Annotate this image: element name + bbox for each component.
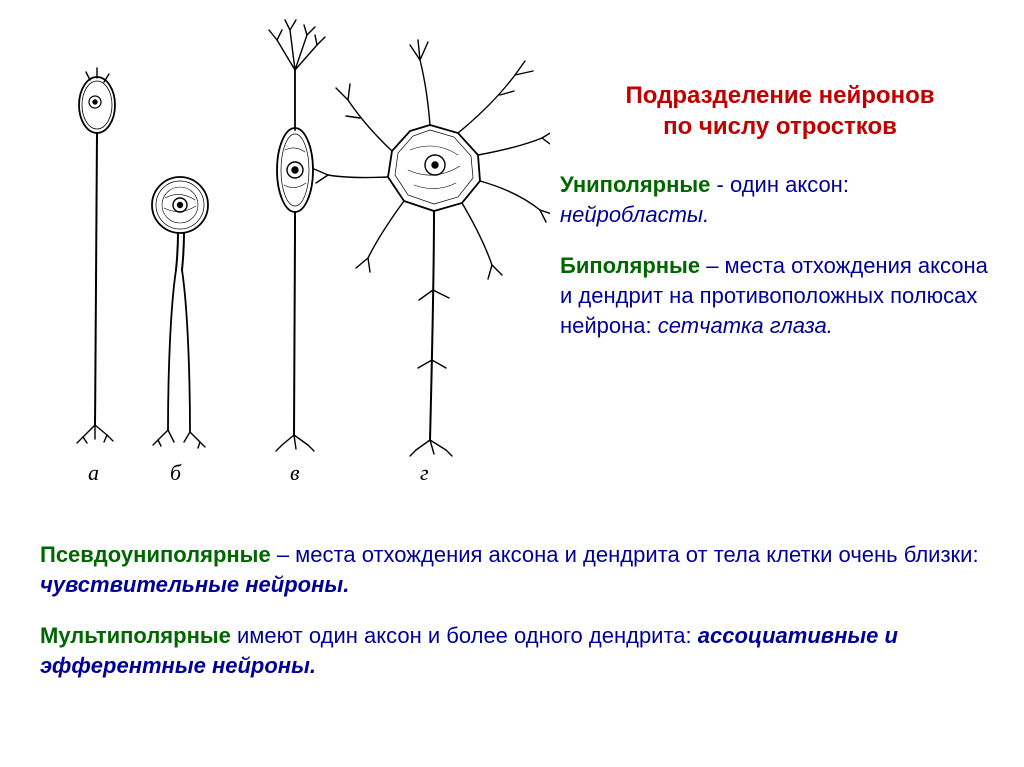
para-pseudounipolar: Псевдоуниполярные – места отхождения акс…	[40, 540, 980, 599]
label-v: в	[290, 460, 300, 486]
neuron-bipolar	[269, 20, 325, 451]
neuron-multipolar	[314, 40, 550, 456]
label-g: г	[420, 460, 429, 486]
label-b: б	[170, 460, 181, 486]
term-unipolar: Униполярные	[560, 172, 710, 197]
italic-unipolar: нейробласты.	[560, 202, 709, 227]
para-multipolar: Мультиполярные имеют один аксон и более …	[40, 621, 980, 680]
para-bipolar: Биполярные – места отхождения аксона и д…	[560, 251, 1000, 340]
neuron-pseudounipolar	[152, 177, 208, 448]
neuron-diagram	[30, 10, 550, 490]
neuron-unipolar	[77, 68, 115, 443]
bottom-text: Псевдоуниполярные – места отхождения акс…	[40, 540, 980, 703]
para-unipolar: Униполярные - один аксон: нейробласты.	[560, 170, 1000, 229]
body-multipolar: имеют один аксон и более одного дендрита…	[231, 623, 698, 648]
label-a: а	[88, 460, 99, 486]
term-multipolar: Мультиполярные	[40, 623, 231, 648]
main-title: Подразделение нейронов по числу отростко…	[560, 80, 1000, 142]
side-text: Униполярные - один аксон: нейробласты. Б…	[560, 170, 1000, 362]
body-pseudounipolar: – места отхождения аксона и дендрита от …	[271, 542, 979, 567]
italic-pseudounipolar: чувствительные нейроны.	[40, 572, 349, 597]
title-line2: по числу отростков	[560, 111, 1000, 142]
term-pseudounipolar: Псевдоуниполярные	[40, 542, 271, 567]
italic-bipolar: сетчатка глаза.	[658, 313, 833, 338]
term-bipolar: Биполярные	[560, 253, 700, 278]
title-line1: Подразделение нейронов	[560, 80, 1000, 111]
body-unipolar: - один аксон:	[710, 172, 849, 197]
